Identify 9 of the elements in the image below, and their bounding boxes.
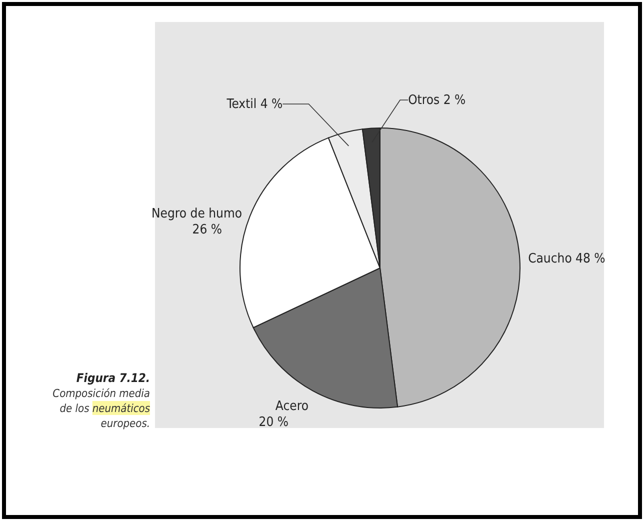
text: Figura 7.12. [76,371,150,385]
text: Composición media de los neumáticos europeos. [52,387,150,430]
slice-label: Negro de humo [152,206,242,222]
slice-label: Acero [275,399,309,414]
data-label: 20 % [258,415,289,430]
slice-label: Caucho 48 % [528,252,606,267]
slice-label: Textil 4 % [226,97,283,112]
slice-label: Otros 2 % [408,93,466,108]
data-label: 26 % [192,222,222,238]
